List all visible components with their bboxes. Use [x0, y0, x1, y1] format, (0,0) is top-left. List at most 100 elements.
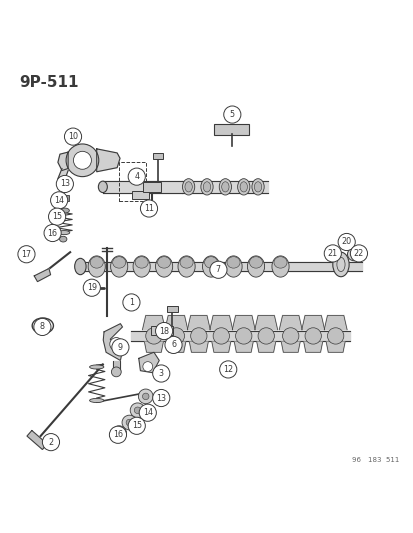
Circle shape	[123, 294, 140, 311]
Circle shape	[128, 417, 145, 434]
Polygon shape	[301, 316, 324, 330]
Bar	[119, 163, 145, 201]
Circle shape	[112, 426, 126, 440]
Ellipse shape	[200, 179, 213, 195]
Polygon shape	[113, 361, 119, 370]
FancyBboxPatch shape	[59, 182, 70, 188]
Polygon shape	[254, 316, 277, 330]
Circle shape	[349, 245, 367, 262]
Polygon shape	[189, 342, 208, 352]
Circle shape	[44, 224, 61, 241]
Circle shape	[152, 390, 169, 407]
FancyBboxPatch shape	[131, 191, 149, 199]
Ellipse shape	[332, 252, 348, 277]
Text: 9P-511: 9P-511	[19, 75, 78, 90]
Ellipse shape	[224, 256, 242, 277]
Circle shape	[50, 192, 68, 209]
Text: 8: 8	[40, 322, 45, 332]
Text: 18: 18	[159, 327, 169, 336]
Ellipse shape	[249, 257, 262, 268]
Polygon shape	[166, 342, 185, 352]
Ellipse shape	[182, 179, 194, 195]
Polygon shape	[187, 316, 210, 330]
Circle shape	[111, 367, 121, 377]
Ellipse shape	[237, 179, 249, 195]
Text: 13: 13	[60, 180, 70, 189]
Text: 19: 19	[87, 283, 97, 292]
Polygon shape	[211, 342, 230, 352]
Circle shape	[73, 151, 91, 169]
Text: 3: 3	[158, 369, 164, 378]
Circle shape	[18, 246, 35, 263]
Circle shape	[122, 415, 136, 430]
Circle shape	[235, 328, 252, 344]
Polygon shape	[279, 316, 301, 330]
Circle shape	[126, 419, 132, 426]
Circle shape	[140, 200, 157, 217]
Circle shape	[116, 430, 122, 437]
Circle shape	[168, 328, 184, 344]
Polygon shape	[58, 168, 68, 185]
Circle shape	[109, 426, 126, 443]
Circle shape	[152, 365, 169, 382]
Ellipse shape	[90, 257, 103, 268]
Ellipse shape	[252, 179, 263, 195]
Ellipse shape	[221, 182, 228, 192]
Ellipse shape	[110, 256, 128, 277]
Circle shape	[42, 433, 59, 451]
Polygon shape	[164, 316, 188, 330]
Ellipse shape	[202, 256, 219, 277]
Polygon shape	[142, 316, 165, 330]
Ellipse shape	[240, 182, 247, 192]
FancyBboxPatch shape	[151, 326, 173, 335]
Ellipse shape	[226, 257, 240, 268]
Circle shape	[213, 328, 229, 344]
FancyBboxPatch shape	[152, 153, 163, 159]
Circle shape	[109, 337, 123, 351]
Polygon shape	[103, 324, 122, 360]
Ellipse shape	[203, 182, 210, 192]
Polygon shape	[182, 181, 268, 192]
Circle shape	[142, 362, 152, 372]
Polygon shape	[131, 331, 349, 341]
Circle shape	[190, 328, 206, 344]
Ellipse shape	[32, 318, 53, 334]
FancyBboxPatch shape	[59, 195, 69, 201]
Ellipse shape	[185, 182, 192, 192]
Circle shape	[257, 328, 274, 344]
Ellipse shape	[247, 256, 264, 277]
Circle shape	[64, 128, 81, 145]
Text: 21: 21	[327, 249, 337, 258]
Polygon shape	[303, 342, 322, 352]
Text: 2: 2	[48, 438, 53, 447]
Text: 12: 12	[223, 365, 233, 374]
Ellipse shape	[89, 399, 104, 402]
Circle shape	[327, 328, 343, 344]
Polygon shape	[234, 342, 252, 352]
Text: 4: 4	[134, 172, 139, 181]
Ellipse shape	[112, 257, 126, 268]
Ellipse shape	[271, 256, 288, 277]
Circle shape	[145, 328, 161, 344]
Ellipse shape	[88, 256, 105, 277]
Text: 9: 9	[118, 343, 123, 352]
Polygon shape	[232, 316, 254, 330]
Circle shape	[282, 328, 298, 344]
Text: 20: 20	[341, 238, 351, 246]
Ellipse shape	[204, 257, 217, 268]
Polygon shape	[58, 152, 68, 171]
Ellipse shape	[155, 256, 172, 277]
Circle shape	[323, 245, 341, 262]
Ellipse shape	[89, 365, 104, 369]
Text: 22: 22	[353, 249, 363, 258]
Text: 15: 15	[131, 421, 142, 430]
Circle shape	[347, 248, 360, 261]
Circle shape	[223, 106, 240, 123]
Circle shape	[139, 404, 156, 421]
Text: 16: 16	[47, 229, 57, 238]
Text: 13: 13	[156, 393, 166, 402]
Polygon shape	[144, 342, 163, 352]
Polygon shape	[281, 342, 299, 352]
Polygon shape	[325, 342, 344, 352]
Circle shape	[34, 318, 51, 336]
